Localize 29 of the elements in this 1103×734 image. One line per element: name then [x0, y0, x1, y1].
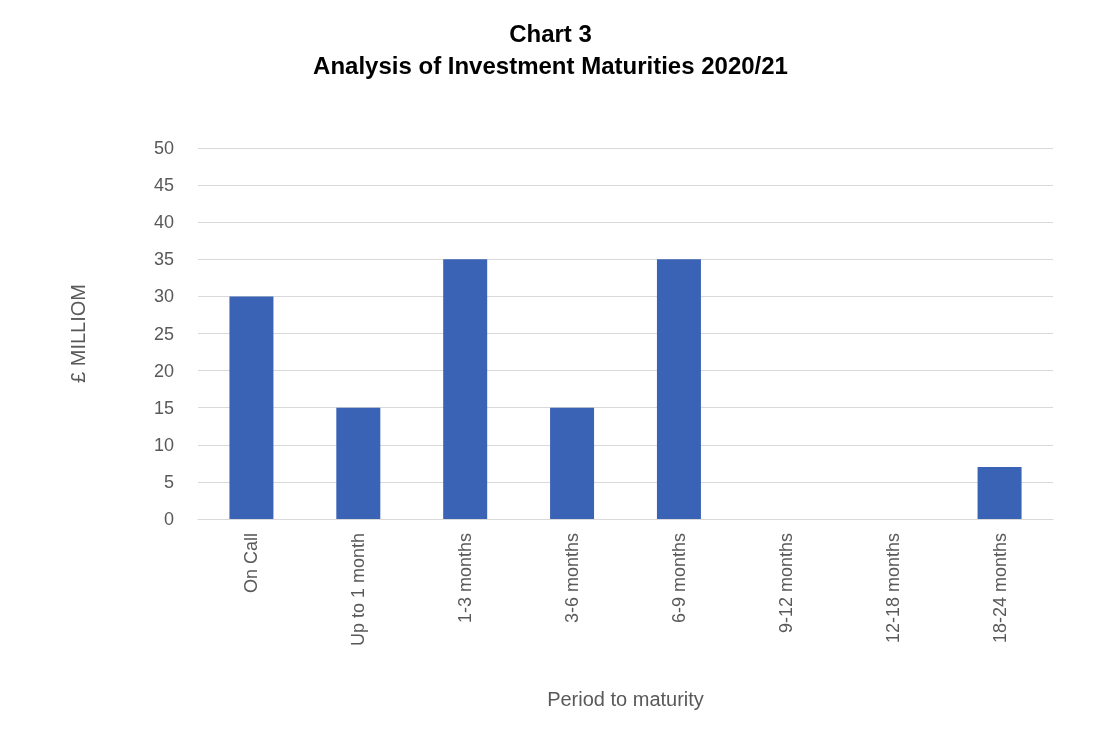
bar [336, 407, 381, 519]
x-tick-label: 18-24 months [989, 533, 1010, 644]
x-axis-title: Period to maturity [547, 688, 704, 710]
bar [977, 467, 1022, 519]
x-tick-label: 9-12 months [775, 533, 796, 634]
y-tick-label: 50 [153, 138, 174, 158]
bar [656, 259, 701, 519]
y-tick-label: 5 [163, 471, 174, 492]
chart-title: Chart 3 [509, 19, 592, 47]
bar [550, 407, 595, 519]
x-tick-label: 6-9 months [668, 533, 689, 624]
x-tick-label: Up to 1 month [348, 533, 369, 647]
chart-subtitle: Analysis of Investment Maturities 2020/21 [313, 51, 788, 79]
y-tick-label: 40 [153, 212, 174, 233]
x-tick-label: 12-18 months [882, 533, 903, 644]
y-axis-title: £ MILLIOM [67, 284, 89, 383]
x-tick-label: 3-6 months [562, 533, 583, 624]
y-tick-label: 20 [153, 360, 174, 381]
y-tick-label: 35 [153, 249, 174, 270]
bar [229, 296, 274, 519]
y-tick-label: 45 [153, 175, 174, 196]
y-tick-label: 10 [153, 434, 174, 455]
y-tick-label: 15 [153, 397, 174, 418]
y-tick-label: 0 [163, 509, 174, 529]
x-tick-label: On Call [241, 533, 262, 594]
x-tick-label: 1-3 months [455, 533, 476, 624]
y-tick-label: 25 [153, 323, 174, 344]
bar [443, 259, 488, 519]
y-tick-label: 30 [153, 286, 174, 307]
